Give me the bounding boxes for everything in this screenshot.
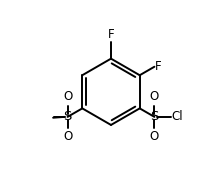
Text: S: S bbox=[63, 110, 72, 123]
Text: S: S bbox=[150, 110, 159, 123]
Text: Cl: Cl bbox=[172, 110, 183, 123]
Text: F: F bbox=[155, 60, 162, 73]
Text: O: O bbox=[150, 90, 159, 103]
Text: O: O bbox=[63, 90, 72, 103]
Text: O: O bbox=[63, 131, 72, 143]
Text: O: O bbox=[150, 131, 159, 143]
Text: F: F bbox=[108, 28, 114, 41]
